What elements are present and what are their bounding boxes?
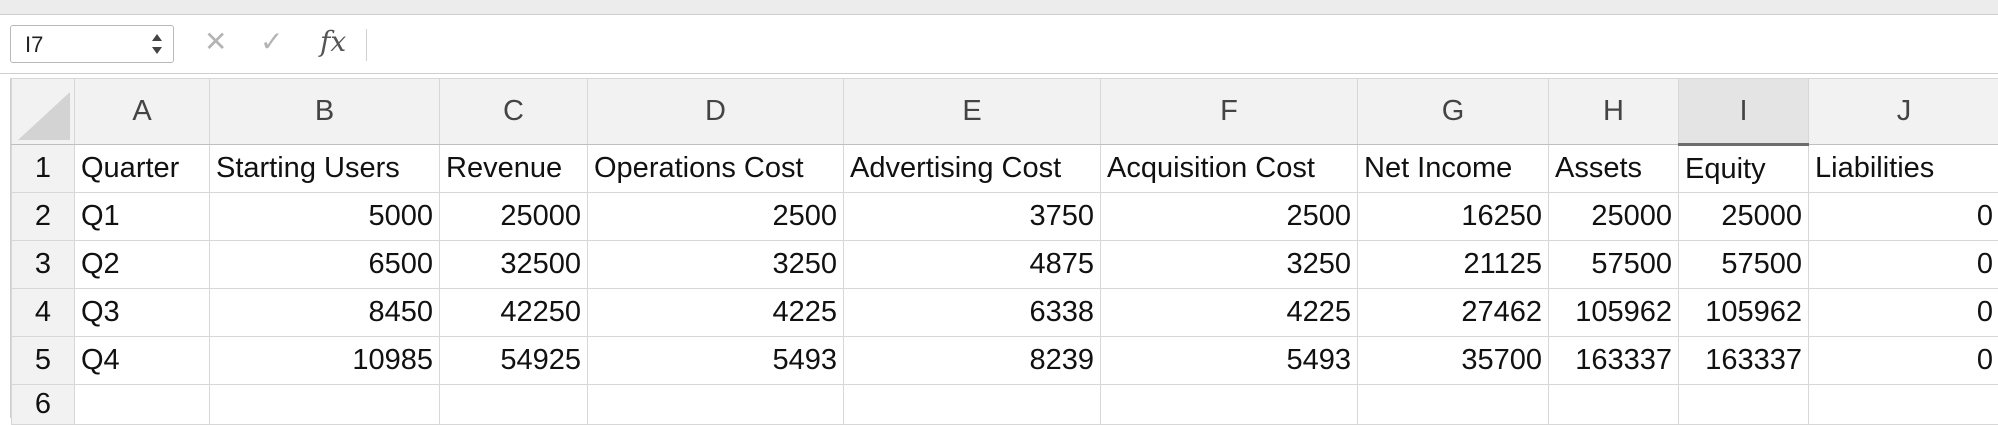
cell[interactable]: 4875	[844, 241, 1101, 289]
cell[interactable]: 54925	[440, 337, 588, 385]
cell[interactable]: 105962	[1679, 289, 1809, 337]
column-header-d[interactable]: D	[588, 79, 844, 145]
column-header-i[interactable]: I	[1679, 79, 1809, 145]
table-row: 1 Quarter Starting Users Revenue Operati…	[12, 145, 1998, 193]
sheet-table: A B C D E F G H I J 1 Quarter Starting U…	[11, 78, 1998, 425]
cell[interactable]: 0	[1809, 193, 1998, 241]
formula-divider	[366, 29, 367, 61]
table-row: 2 Q1 5000 25000 2500 3750 2500 16250 250…	[12, 193, 1998, 241]
cell[interactable]: 27462	[1358, 289, 1549, 337]
cell[interactable]	[210, 385, 440, 425]
cell[interactable]	[588, 385, 844, 425]
table-row: 6	[12, 385, 1998, 425]
cell[interactable]: 25000	[1679, 193, 1809, 241]
cell[interactable]: 6338	[844, 289, 1101, 337]
cell[interactable]: Q1	[75, 193, 210, 241]
cell[interactable]: Quarter	[75, 145, 210, 193]
cell[interactable]: Acquisition Cost	[1101, 145, 1358, 193]
column-header-j[interactable]: J	[1809, 79, 1998, 145]
table-row: 3 Q2 6500 32500 3250 4875 3250 21125 575…	[12, 241, 1998, 289]
table-row: 5 Q4 10985 54925 5493 8239 5493 35700 16…	[12, 337, 1998, 385]
column-header-a[interactable]: A	[75, 79, 210, 145]
spreadsheet-grid: A B C D E F G H I J 1 Quarter Starting U…	[10, 78, 1998, 418]
cell[interactable]: Advertising Cost	[844, 145, 1101, 193]
cell[interactable]: 16250	[1358, 193, 1549, 241]
cell[interactable]: 163337	[1679, 337, 1809, 385]
cell[interactable]: 3250	[588, 241, 844, 289]
cell[interactable]: 105962	[1549, 289, 1679, 337]
cell[interactable]: 10985	[210, 337, 440, 385]
column-header-c[interactable]: C	[440, 79, 588, 145]
cell[interactable]	[1101, 385, 1358, 425]
cell[interactable]: Operations Cost	[588, 145, 844, 193]
cell[interactable]	[844, 385, 1101, 425]
cell[interactable]: 163337	[1549, 337, 1679, 385]
cell[interactable]: 25000	[1549, 193, 1679, 241]
cell[interactable]	[1679, 385, 1809, 425]
name-box-value: I7	[25, 32, 43, 58]
row-header[interactable]: 2	[12, 193, 75, 241]
cell[interactable]: 3250	[1101, 241, 1358, 289]
cell[interactable]: 2500	[1101, 193, 1358, 241]
cell[interactable]: 5493	[588, 337, 844, 385]
cell[interactable]: 0	[1809, 241, 1998, 289]
formula-bar: I7 ✕ ✓ fx	[0, 15, 1998, 74]
cell[interactable]: 25000	[440, 193, 588, 241]
cell[interactable]: 57500	[1549, 241, 1679, 289]
cell[interactable]: Liabilities	[1809, 145, 1998, 193]
insert-function-button[interactable]: fx	[320, 25, 346, 58]
x-icon[interactable]: ✕	[204, 27, 227, 57]
cell[interactable]: Q2	[75, 241, 210, 289]
cell[interactable]	[1358, 385, 1549, 425]
select-all-corner[interactable]	[12, 79, 75, 145]
row-header[interactable]: 4	[12, 289, 75, 337]
cell[interactable]: Net Income	[1358, 145, 1549, 193]
cell[interactable]: 0	[1809, 337, 1998, 385]
column-header-b[interactable]: B	[210, 79, 440, 145]
column-header-h[interactable]: H	[1549, 79, 1679, 145]
row-header[interactable]: 3	[12, 241, 75, 289]
row-header[interactable]: 1	[12, 145, 75, 193]
cell[interactable]: Starting Users	[210, 145, 440, 193]
cell[interactable]	[1549, 385, 1679, 425]
cell[interactable]: 0	[1809, 289, 1998, 337]
cell[interactable]: Q4	[75, 337, 210, 385]
cell[interactable]: 8450	[210, 289, 440, 337]
name-box[interactable]: I7	[10, 25, 174, 63]
formula-input[interactable]	[378, 23, 1978, 65]
table-row: 4 Q3 8450 42250 4225 6338 4225 27462 105…	[12, 289, 1998, 337]
window-top-strip	[0, 0, 1998, 15]
cell[interactable]: Q3	[75, 289, 210, 337]
cell[interactable]	[1809, 385, 1998, 425]
cell[interactable]: 6500	[210, 241, 440, 289]
cell[interactable]	[440, 385, 588, 425]
cell[interactable]: 57500	[1679, 241, 1809, 289]
name-box-stepper-icon[interactable]	[149, 31, 165, 57]
cell[interactable]: 42250	[440, 289, 588, 337]
cell[interactable]: 35700	[1358, 337, 1549, 385]
cell[interactable]: Equity	[1679, 145, 1809, 193]
cell[interactable]	[75, 385, 210, 425]
cell[interactable]: 32500	[440, 241, 588, 289]
cell[interactable]: 5493	[1101, 337, 1358, 385]
cell[interactable]: 4225	[1101, 289, 1358, 337]
cell[interactable]: 21125	[1358, 241, 1549, 289]
cell[interactable]: 3750	[844, 193, 1101, 241]
row-header[interactable]: 5	[12, 337, 75, 385]
column-header-f[interactable]: F	[1101, 79, 1358, 145]
cell[interactable]: 2500	[588, 193, 844, 241]
checkmark-icon[interactable]: ✓	[260, 27, 283, 57]
cell[interactable]: 8239	[844, 337, 1101, 385]
cell[interactable]: Assets	[1549, 145, 1679, 193]
cell[interactable]: 4225	[588, 289, 844, 337]
cell[interactable]: 5000	[210, 193, 440, 241]
row-header[interactable]: 6	[12, 385, 75, 425]
column-header-e[interactable]: E	[844, 79, 1101, 145]
cell[interactable]: Revenue	[440, 145, 588, 193]
column-header-g[interactable]: G	[1358, 79, 1549, 145]
